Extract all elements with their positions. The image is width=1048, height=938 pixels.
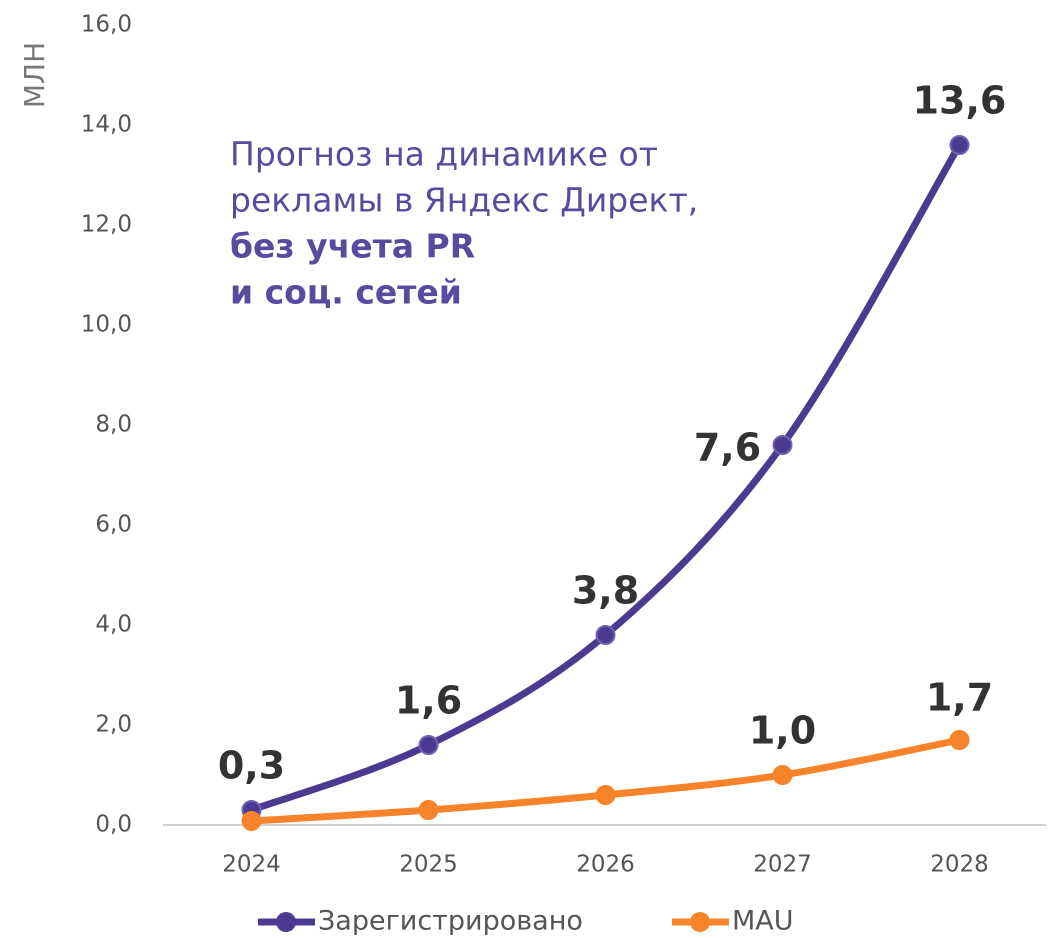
data-label: 0,3: [218, 744, 285, 788]
x-tick-label: 2024: [222, 852, 281, 878]
point: [418, 800, 439, 820]
x-tick-label: 2028: [930, 852, 989, 878]
point: [772, 435, 793, 455]
legend-marker: [276, 912, 296, 932]
y-tick-label: 4,0: [95, 612, 132, 638]
y-tick-label: 8,0: [95, 412, 132, 438]
annotation: и соц. сетей: [230, 273, 462, 312]
annotation: Прогноз на динамике от: [230, 135, 658, 174]
y-tick-label: 14,0: [81, 112, 132, 138]
legend-label: MAU: [732, 906, 794, 937]
x-tick-label: 2025: [399, 852, 458, 878]
y-tick-label: 6,0: [95, 512, 132, 538]
y-axis-label: МЛН: [18, 42, 51, 108]
data-label: 1,6: [395, 679, 462, 723]
series-line: [248, 141, 963, 814]
data-label: 7,6: [694, 426, 761, 470]
y-tick-label: 16,0: [81, 12, 132, 38]
data-label: 13,6: [913, 79, 1007, 123]
y-tick-label: 0,0: [95, 812, 132, 838]
y-tick-label: 2,0: [95, 712, 132, 738]
legend-label: Зарегистрировано: [318, 906, 583, 937]
data-label: 1,7: [926, 676, 993, 720]
legend-marker: [690, 912, 710, 932]
x-tick-label: 2026: [576, 852, 635, 878]
y-tick-label: 10,0: [81, 312, 132, 338]
point: [595, 785, 616, 805]
point: [595, 625, 616, 645]
point: [241, 811, 262, 831]
annotation: без учета PR: [230, 227, 475, 266]
data-label: 1,0: [749, 709, 816, 753]
series-line: [248, 736, 963, 825]
y-tick-label: 12,0: [81, 212, 132, 238]
point: [949, 730, 970, 750]
data-label: 3,8: [572, 569, 639, 613]
x-tick-label: 2027: [753, 852, 812, 878]
point: [949, 135, 970, 155]
point: [418, 735, 439, 755]
point: [772, 765, 793, 785]
annotation: рекламы в Яндекс Директ,: [230, 181, 698, 220]
